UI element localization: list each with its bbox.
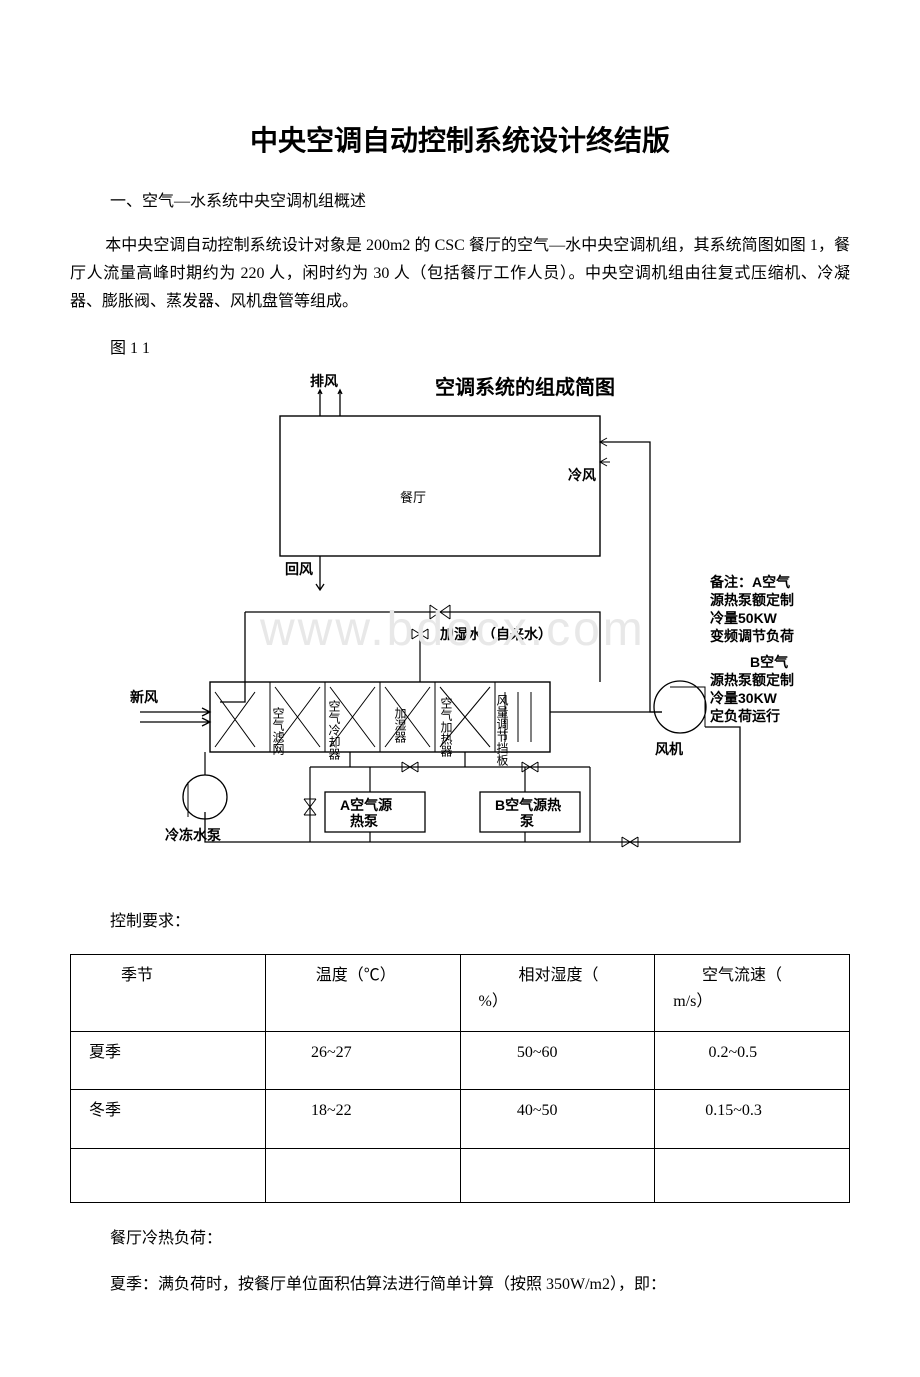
label-filter: 空气滤网 — [271, 707, 285, 755]
table-cell: 0.2~0.5 — [655, 1031, 850, 1090]
label-fan: 风机 — [655, 741, 683, 757]
label-cooler: 空气冷却器 — [327, 700, 341, 761]
svg-text:备注：A空气: 备注：A空气 — [709, 574, 790, 590]
section-heading-1: 一、空气—水系统中央空调机组概述 — [110, 189, 850, 215]
label-pump-b-2: 泵 — [520, 813, 534, 829]
svg-text:源热泵额定制: 源热泵额定制 — [710, 592, 794, 608]
document-page: 中央空调自动控制系统设计终结版 一、空气—水系统中央空调机组概述 本中央空调自动… — [0, 0, 920, 1377]
load-label: 餐厅冷热负荷： — [110, 1225, 850, 1253]
label-pump-a-1: A空气源 — [340, 797, 392, 813]
label-humid-water: 加湿水（自来水） — [439, 626, 552, 642]
label-cold-air: 冷风 — [568, 467, 596, 483]
table-cell — [460, 1148, 655, 1203]
diagram-title: 空调系统的组成简图 — [435, 375, 615, 399]
table-cell: 40~50 — [460, 1090, 655, 1149]
table-header-cell: 相对湿度（%） — [460, 955, 655, 1031]
figure-label: 图 1 1 — [110, 334, 850, 358]
svg-text:变频调节负荷: 变频调节负荷 — [710, 628, 794, 644]
svg-text:定负荷运行: 定负荷运行 — [710, 708, 780, 724]
label-humidifier: 加湿器 — [393, 707, 407, 744]
table-header-cell: 季节 — [71, 955, 266, 1031]
control-req-label: 控制要求： — [110, 908, 850, 936]
table-cell: 50~60 — [460, 1031, 655, 1090]
label-damper: 风量调节挡板 — [495, 694, 509, 767]
svg-text:源热泵额定制: 源热泵额定制 — [710, 672, 794, 688]
table-cell: 26~27 — [265, 1031, 460, 1090]
label-fresh-air: 新风 — [130, 689, 158, 705]
table-header-cell: 温度（℃） — [265, 955, 460, 1031]
label-dining: 餐厅 — [400, 490, 426, 505]
table-cell: 0.15~0.3 — [655, 1090, 850, 1149]
requirements-table: 季节 温度（℃） 相对湿度（%） 空气流速（m/s） 夏季 26~27 50~6… — [70, 954, 850, 1203]
label-chilled-pump: 冷冻水泵 — [165, 827, 221, 843]
table-cell: 18~22 — [265, 1090, 460, 1149]
summer-calc: 夏季：满负荷时，按餐厅单位面积估算法进行简单计算（按照 350W/m2），即： — [110, 1271, 850, 1299]
document-title: 中央空调自动控制系统设计终结版 — [70, 119, 850, 159]
system-diagram: www.bdocx.com 空调系统的组成简图 餐厅 排风 冷风 回风 — [110, 372, 810, 882]
table-row: 季节 温度（℃） 相对湿度（%） 空气流速（m/s） — [71, 955, 850, 1031]
table-cell: 冬季 — [71, 1090, 266, 1149]
label-return-air: 回风 — [285, 561, 313, 577]
svg-text:冷量50KW: 冷量50KW — [710, 610, 778, 626]
table-header-cell: 空气流速（m/s） — [655, 955, 850, 1031]
table-cell — [655, 1148, 850, 1203]
table-cell — [71, 1148, 266, 1203]
label-pump-b-1: B空气源热 — [495, 797, 561, 813]
table-cell: 夏季 — [71, 1031, 266, 1090]
table-row: 夏季 26~27 50~60 0.2~0.5 — [71, 1031, 850, 1090]
svg-text:B空气: B空气 — [750, 654, 788, 670]
label-heater: 空气加热器 — [439, 697, 453, 758]
table-cell — [265, 1148, 460, 1203]
label-exhaust: 排风 — [310, 373, 338, 389]
label-pump-a-2: 热泵 — [350, 813, 378, 829]
svg-text:冷量30KW: 冷量30KW — [710, 690, 778, 706]
table-row: 冬季 18~22 40~50 0.15~0.3 — [71, 1090, 850, 1149]
paragraph-intro: 本中央空调自动控制系统设计对象是 200m2 的 CSC 餐厅的空气—水中央空调… — [70, 232, 850, 316]
table-row — [71, 1148, 850, 1203]
